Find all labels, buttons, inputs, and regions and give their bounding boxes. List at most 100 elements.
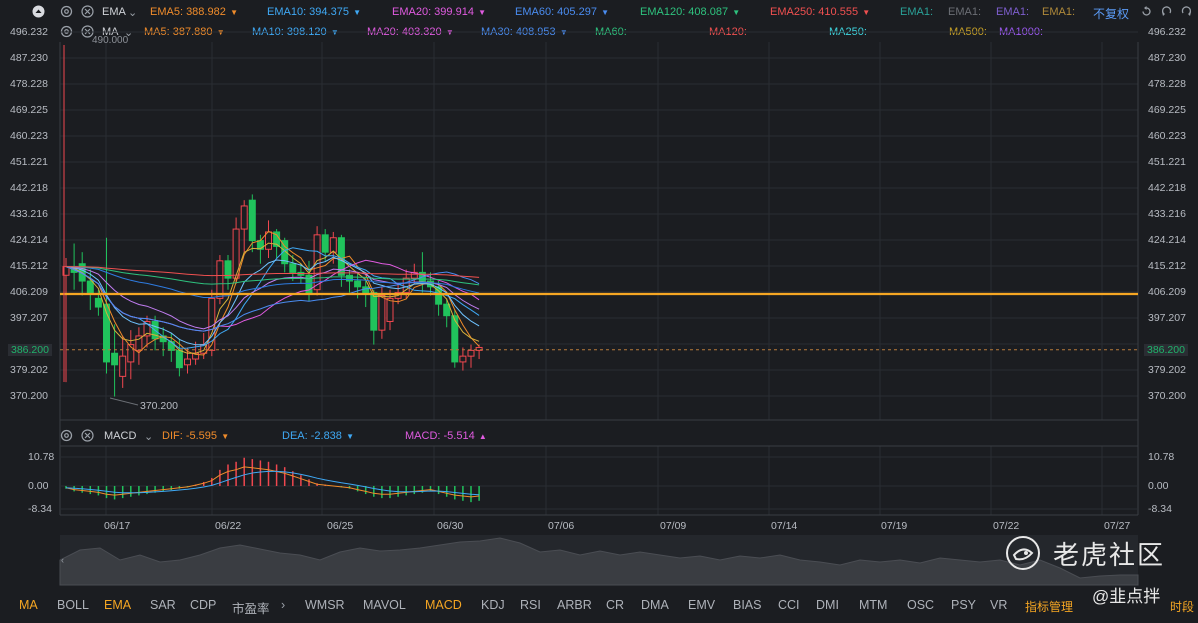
trend-down-icon: ▼ xyxy=(730,8,741,17)
date-axis-label: 06/22 xyxy=(215,520,242,532)
tab-arbr[interactable]: ARBR xyxy=(557,598,592,612)
candle xyxy=(321,234,329,253)
redo-icon[interactable] xyxy=(1180,5,1193,18)
indicator-tab-bar: MA BOLL EMA SAR CDP 市盈率 WMSR MAVOL MACD KDJ RSI ARB… xyxy=(0,592,1198,623)
legend-item-ema20: EMA20: 399.914 ▼ xyxy=(392,6,487,18)
legend-item-ema250: EMA250: 410.555 ▼ xyxy=(770,6,871,18)
ema-legend: EMA ⌄ EMA5: 388.982 ▼ EMA10: 394.375 ▼ EMA… xyxy=(0,2,1198,22)
price-axis-left-label: 451.221 xyxy=(10,156,48,168)
price-axis-left-label: 487.230 xyxy=(10,52,48,64)
price-axis-right-label: 478.228 xyxy=(1148,78,1186,90)
date-axis-label: 07/14 xyxy=(771,520,798,532)
tab-emv[interactable]: EMV xyxy=(688,598,716,612)
legend-item-ema5: EMA5: 388.982 ▼ xyxy=(150,6,238,18)
chevron-down-icon[interactable]: ⌄ xyxy=(144,431,154,443)
legend-item-ema1: EMA1: xyxy=(900,6,934,18)
price-axis-left-label: 397.207 xyxy=(10,312,48,324)
price-axis-right-label: 415.212 xyxy=(1148,260,1186,272)
price-axis-left-label: 424.214 xyxy=(10,234,48,246)
candle xyxy=(265,231,272,250)
ema-indicator-label[interactable]: EMA xyxy=(102,6,126,18)
date-axis-label: 07/06 xyxy=(548,520,575,532)
reset-icon[interactable] xyxy=(1140,5,1153,18)
macd-legend: MACD ⌄ DIF: -5.595 ▼ DEA: -2.838 ▼ MACD: -… xyxy=(0,426,1198,446)
tab-市盈率[interactable]: 市盈率 xyxy=(232,602,270,616)
kline-chart[interactable]: ‹ xyxy=(0,0,1198,592)
candle xyxy=(346,274,353,282)
price-axis-right-label: 460.223 xyxy=(1148,130,1186,142)
macd-indicator-label[interactable]: MACD xyxy=(104,430,137,442)
price-axis-left-label: 478.228 xyxy=(10,78,48,90)
tab-dmi[interactable]: DMI xyxy=(816,598,839,612)
tab-wmsr[interactable]: WMSR xyxy=(305,598,345,612)
price-axis-left-label: 415.212 xyxy=(10,260,48,272)
author-handle: @韭点拌 xyxy=(1092,587,1161,606)
tab-cr[interactable]: CR xyxy=(606,598,625,612)
date-axis-label: 07/19 xyxy=(881,520,908,532)
price-axis-left-label: 442.218 xyxy=(10,182,48,194)
tab-cci[interactable]: CCI xyxy=(778,598,800,612)
tab-macd[interactable]: MACD xyxy=(425,598,462,612)
chevron-down-icon[interactable]: ⌄ xyxy=(128,7,138,19)
trend-down-icon: ▼ xyxy=(219,432,230,441)
date-axis-label: 06/30 xyxy=(437,520,464,532)
tab-kdj[interactable]: KDJ xyxy=(481,598,505,612)
tab-ema[interactable]: EMA xyxy=(104,598,132,612)
candle xyxy=(119,355,127,377)
moving-average-line xyxy=(65,266,480,298)
tab-cdp[interactable]: CDP xyxy=(190,598,217,612)
close-icon[interactable] xyxy=(81,429,94,442)
candle xyxy=(459,355,467,363)
date-axis-label: 07/27 xyxy=(1104,520,1131,532)
date-axis-label: 06/17 xyxy=(104,520,131,532)
price-axis-right-label: 433.216 xyxy=(1148,208,1186,220)
close-icon[interactable] xyxy=(81,5,94,18)
price-axis-left-label: 370.200 xyxy=(10,390,48,402)
price-axis-right-label: 397.207 xyxy=(1148,312,1186,324)
price-axis-left-label: 433.216 xyxy=(10,208,48,220)
candle xyxy=(175,349,183,369)
moving-average-line xyxy=(65,242,480,354)
candle xyxy=(475,346,483,351)
tab-rsi[interactable]: RSI xyxy=(520,598,541,612)
time-period-button[interactable]: 时段 xyxy=(1170,600,1195,614)
date-axis-label: 06/25 xyxy=(327,520,354,532)
price-axis-right-label: 451.221 xyxy=(1148,156,1186,168)
tab-sar[interactable]: SAR xyxy=(150,598,176,612)
tab-vr[interactable]: VR xyxy=(990,598,1008,612)
collapse-icon[interactable] xyxy=(32,5,45,18)
date-axis-label: 07/22 xyxy=(993,520,1020,532)
price-axis-right-label: 424.214 xyxy=(1148,234,1186,246)
tab-mtm[interactable]: MTM xyxy=(859,598,888,612)
candle xyxy=(289,263,297,273)
tab-ma[interactable]: MA xyxy=(19,598,38,612)
legend-item-dea: DEA: -2.838 ▼ xyxy=(282,430,355,442)
current-price-tag-left: 386.200 xyxy=(8,344,52,356)
trend-up-icon: ▲ xyxy=(476,432,487,441)
moving-average-line xyxy=(65,266,480,278)
tab-osc[interactable]: OSC xyxy=(907,598,935,612)
undo-icon[interactable] xyxy=(1160,5,1173,18)
tab-bias[interactable]: BIAS xyxy=(733,598,762,612)
indicator-manage-button[interactable]: 指标管理 xyxy=(1025,600,1074,614)
candle xyxy=(402,277,410,294)
gear-icon[interactable] xyxy=(60,5,73,18)
candle xyxy=(256,240,264,250)
legend-item-ema1: EMA1: xyxy=(996,6,1030,18)
tab-dma[interactable]: DMA xyxy=(641,598,669,612)
moving-average-line xyxy=(65,266,480,332)
no-adjust-button[interactable]: 不复权 xyxy=(1093,7,1130,21)
macd-axis-label: 10.78 xyxy=(28,451,55,463)
tab-mavol[interactable]: MAVOL xyxy=(363,598,406,612)
candle xyxy=(224,260,232,279)
candle xyxy=(435,286,443,305)
chevron-right-icon[interactable]: › xyxy=(281,598,286,612)
chevron-down-icon[interactable]: ⌄ xyxy=(124,27,134,39)
gear-icon[interactable] xyxy=(60,429,73,442)
tab-psy[interactable]: PSY xyxy=(951,598,977,612)
tab-boll[interactable]: BOLL xyxy=(57,598,89,612)
candle xyxy=(386,297,394,322)
trend-down-icon: ▼ xyxy=(598,8,610,17)
legend-item-ema60: EMA60: 405.297 ▼ xyxy=(515,6,610,18)
price-axis-right-label: 487.230 xyxy=(1148,52,1186,64)
